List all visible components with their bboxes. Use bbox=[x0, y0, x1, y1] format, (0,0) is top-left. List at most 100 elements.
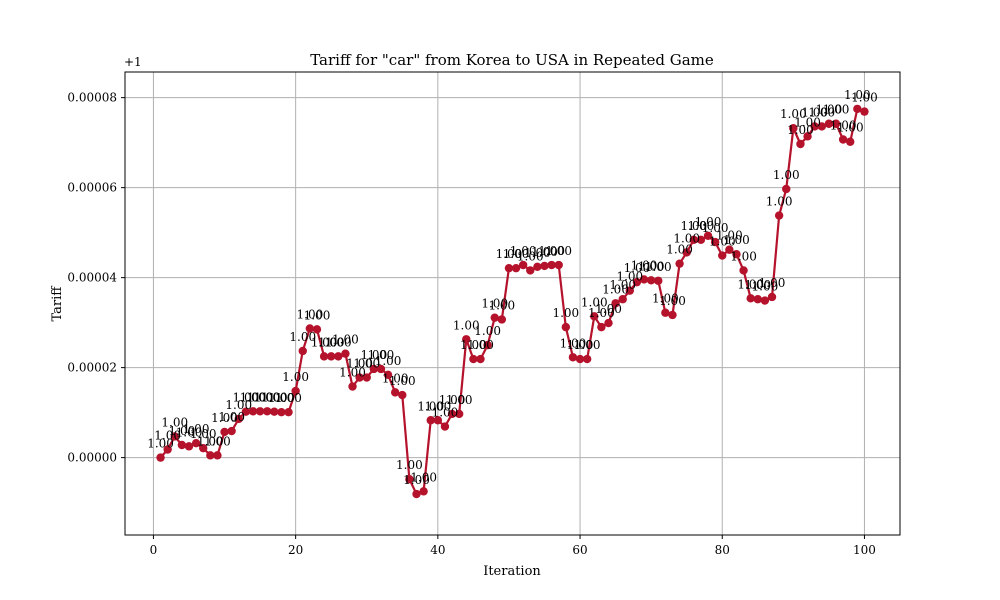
data-point bbox=[454, 409, 464, 419]
data-point bbox=[440, 422, 450, 431]
data-label: 1.00 bbox=[737, 277, 764, 291]
data-label: 1.00 bbox=[161, 415, 188, 429]
data-point bbox=[213, 451, 222, 460]
data-point bbox=[526, 266, 535, 275]
data-point bbox=[426, 416, 435, 425]
data-point bbox=[227, 426, 236, 436]
data-label: 1.00 bbox=[752, 280, 779, 294]
data-label: 1.00 bbox=[631, 258, 658, 272]
data-label: 1.00 bbox=[680, 219, 707, 233]
data-point bbox=[661, 308, 670, 317]
x-tick-label: 40 bbox=[430, 543, 445, 557]
data-label: 1.00 bbox=[325, 335, 352, 349]
data-label: 1.00 bbox=[176, 425, 203, 439]
data-point bbox=[746, 294, 755, 303]
plot-frame bbox=[124, 71, 901, 536]
data-label: 1.00 bbox=[638, 259, 665, 273]
data-label: 1.00 bbox=[801, 105, 828, 119]
data-point bbox=[255, 407, 265, 416]
data-label: 1.00 bbox=[510, 244, 537, 258]
data-point bbox=[447, 409, 457, 419]
data-label: 1.00 bbox=[439, 393, 466, 407]
data-label: 1.00 bbox=[524, 246, 551, 260]
data-label: 1.00 bbox=[709, 235, 736, 249]
data-label: 1.00 bbox=[474, 324, 501, 338]
y-axis-label: Tariff bbox=[50, 285, 65, 322]
data-point bbox=[689, 235, 699, 245]
x-tick-label: 60 bbox=[572, 543, 587, 557]
x-tick-label: 0 bbox=[150, 543, 158, 557]
data-label: 1.00 bbox=[716, 229, 743, 243]
data-point bbox=[682, 248, 691, 257]
data-point bbox=[675, 259, 684, 268]
data-point bbox=[234, 414, 243, 424]
data-point bbox=[732, 250, 741, 259]
data-label: 1.00 bbox=[766, 195, 793, 209]
data-label: 1.00 bbox=[396, 458, 423, 472]
data-point bbox=[853, 104, 862, 114]
data-label: 1.00 bbox=[254, 390, 281, 404]
data-point bbox=[789, 124, 798, 133]
grid-layer bbox=[125, 72, 900, 535]
data-point bbox=[618, 295, 627, 304]
data-point bbox=[533, 262, 542, 272]
data-label: 1.00 bbox=[538, 244, 565, 258]
y-tick-label: 0.00004 bbox=[67, 271, 117, 285]
data-point bbox=[604, 318, 613, 328]
data-label: 1.00 bbox=[759, 276, 786, 290]
data-label: 1.00 bbox=[673, 231, 700, 245]
data-point bbox=[782, 184, 791, 194]
data-label: 1.00 bbox=[432, 406, 459, 420]
data-point bbox=[611, 299, 620, 308]
data-label: 1.00 bbox=[453, 318, 480, 332]
data-label: 1.00 bbox=[552, 306, 579, 320]
data-point bbox=[632, 277, 642, 287]
data-point bbox=[803, 132, 812, 141]
data-label: 1.00 bbox=[169, 424, 196, 438]
data-label: 1.00 bbox=[851, 91, 878, 105]
data-point bbox=[767, 292, 777, 302]
data-point bbox=[376, 364, 386, 374]
data-point bbox=[774, 211, 784, 220]
axis-layer: 0 20 40 60 80 100 0.00000 0.00002 0.00004 0.00006… bbox=[67, 71, 901, 557]
data-label: 1.00 bbox=[624, 261, 651, 275]
data-point bbox=[796, 139, 805, 149]
data-point bbox=[760, 296, 770, 305]
data-point bbox=[554, 260, 563, 270]
data-point bbox=[625, 286, 635, 295]
data-point bbox=[170, 432, 179, 441]
data-point bbox=[334, 352, 343, 361]
data-point bbox=[405, 475, 414, 484]
data-point bbox=[810, 122, 819, 131]
data-label: 1.00 bbox=[545, 244, 572, 258]
data-point bbox=[710, 237, 720, 247]
data-label: 1.00 bbox=[730, 249, 757, 263]
data-label: 1.00 bbox=[346, 357, 373, 371]
data-point bbox=[206, 451, 215, 460]
data-label: 1.00 bbox=[424, 399, 451, 413]
data-label: 1.00 bbox=[311, 335, 338, 349]
data-label-layer: 1.001.001.001.001.001.001.001.001.001.00… bbox=[147, 88, 878, 487]
data-label: 1.00 bbox=[481, 297, 508, 311]
data-label: 1.00 bbox=[496, 247, 523, 261]
data-label: 1.00 bbox=[225, 398, 252, 412]
data-label: 1.00 bbox=[417, 399, 444, 413]
data-label: 1.00 bbox=[581, 295, 608, 309]
data-label: 1.00 bbox=[318, 335, 345, 349]
data-label: 1.00 bbox=[595, 302, 622, 316]
data-point bbox=[860, 107, 869, 116]
data-point bbox=[298, 346, 307, 356]
data-label: 1.00 bbox=[460, 338, 487, 352]
data-point bbox=[668, 310, 677, 320]
data-label: 1.00 bbox=[645, 260, 672, 274]
data-point bbox=[270, 407, 279, 416]
data-point bbox=[462, 335, 471, 344]
data-label: 1.00 bbox=[488, 298, 515, 312]
data-point bbox=[469, 354, 478, 364]
data-point bbox=[398, 390, 407, 400]
data-label: 1.00 bbox=[183, 422, 210, 436]
x-tick-label: 100 bbox=[853, 543, 876, 557]
data-label: 1.00 bbox=[360, 348, 387, 362]
